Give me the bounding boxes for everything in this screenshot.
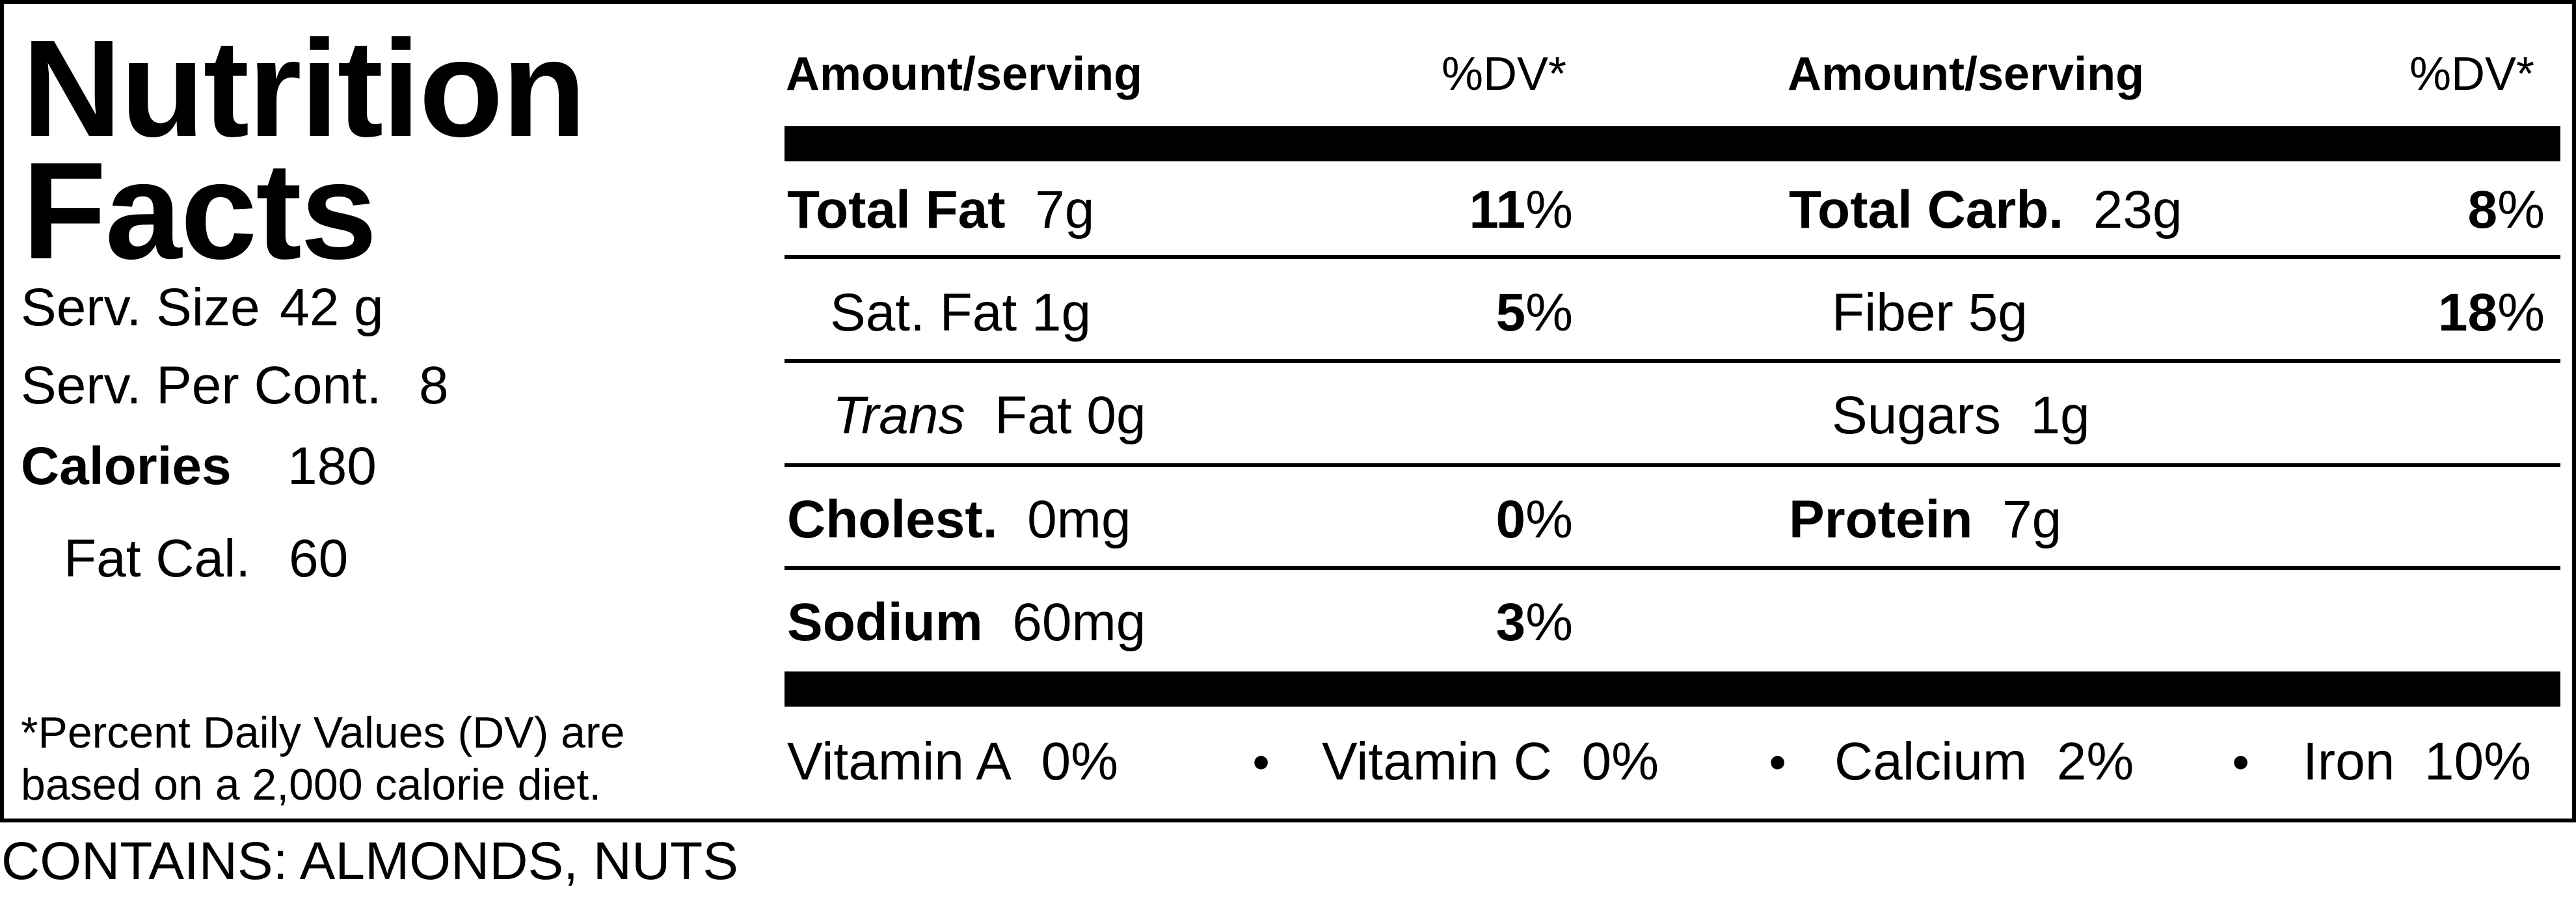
- dv-percent-sign: %: [2497, 283, 2545, 342]
- nutrient-label: Sodium: [787, 593, 983, 652]
- servings-per-container-value: 8: [419, 356, 449, 415]
- daily-value-total-carbohydrate: 8%: [2467, 183, 2545, 237]
- daily-value-sodium: 3%: [1496, 596, 1573, 649]
- nutrient-label: Protein: [1789, 490, 1973, 549]
- nutrient-row-cholesterol: Cholest. 0mg: [787, 493, 1131, 547]
- nutrient-amount: 7g: [2002, 490, 2062, 549]
- nutrient-amount: 60mg: [1012, 593, 1146, 652]
- nutrient-amount: 1g: [1031, 283, 1092, 342]
- vitamin-value: 2%: [2056, 732, 2134, 791]
- nutrient-row-trans-fat: Trans Fat 0g: [833, 389, 1146, 442]
- serving-size-label: Serv. Size: [21, 278, 260, 337]
- right-dv-header: %DV*: [2409, 48, 2535, 100]
- daily-value-cholesterol: 0%: [1496, 493, 1573, 547]
- calories-label: Calories: [21, 437, 232, 496]
- row-divider: [785, 566, 2560, 570]
- bullet-separator: •: [1253, 737, 1270, 789]
- dv-number: 8: [2467, 180, 2498, 239]
- nutrient-label: Cholest.: [787, 490, 998, 549]
- vitamin-a: Vitamin A 0%: [787, 735, 1118, 789]
- bottom-thick-bar: [785, 671, 2560, 707]
- row-divider: [785, 359, 2560, 363]
- right-amount-header: Amount/serving: [1788, 48, 2145, 100]
- footnote-line-1: *Percent Daily Values (DV) are: [21, 708, 625, 757]
- nutrient-row-fiber: Fiber 5g: [1832, 286, 2028, 340]
- dv-number: 5: [1496, 283, 1526, 342]
- title-line-2: Facts: [22, 133, 377, 288]
- dv-number: 11: [1469, 180, 1526, 239]
- vitamin-name: Calcium: [1834, 732, 2028, 791]
- vitamin-name: Vitamin C: [1322, 732, 1552, 791]
- fat-calories-value: 60: [289, 529, 349, 588]
- nutrient-row-protein: Protein 7g: [1789, 493, 2061, 547]
- nutrient-amount: 23g: [2093, 180, 2182, 239]
- daily-value-footnote: *Percent Daily Values (DV) are based on …: [21, 707, 736, 811]
- dv-percent-sign: %: [2497, 180, 2545, 239]
- dv-percent-sign: %: [1525, 490, 1573, 549]
- row-divider: [785, 255, 2560, 259]
- nutrient-label: Sat. Fat: [830, 283, 1017, 342]
- nutrition-label: Nutrition Facts Serv. Size 42 g Serv. Pe…: [0, 0, 2576, 822]
- nutrient-amount: Fat 0g: [995, 386, 1146, 445]
- dv-percent-sign: %: [1525, 180, 1573, 239]
- nutrient-label: Sugars: [1832, 386, 2001, 445]
- calcium: Calcium 2%: [1834, 735, 2134, 789]
- daily-value-fiber: 18%: [2438, 286, 2545, 340]
- dv-number: 3: [1496, 593, 1526, 652]
- allergen-statement: CONTAINS: ALMONDS, NUTS: [1, 832, 738, 891]
- left-amount-header: Amount/serving: [786, 48, 1143, 100]
- iron: Iron 10%: [2303, 735, 2531, 789]
- nutrient-row-total-carbohydrate: Total Carb. 23g: [1789, 183, 2182, 237]
- vitamin-name: Iron: [2303, 732, 2395, 791]
- vitamin-c: Vitamin C 0%: [1322, 735, 1659, 789]
- nutrient-row-sodium: Sodium 60mg: [787, 596, 1146, 649]
- footnote-line-2: based on a 2,000 calorie diet.: [21, 760, 602, 810]
- nutrient-row-total-fat: Total Fat 7g: [787, 183, 1094, 237]
- left-dv-header: %DV*: [1442, 48, 1567, 100]
- daily-value-total-fat: 11%: [1469, 183, 1573, 237]
- dv-number: 18: [2437, 283, 2498, 342]
- nutrient-label: Fiber: [1832, 283, 1953, 342]
- nutrient-row-saturated-fat: Sat. Fat 1g: [830, 286, 1091, 340]
- dv-percent-sign: %: [1525, 283, 1573, 342]
- nutrient-amount: 7g: [1035, 180, 1095, 239]
- bullet-separator: •: [1769, 737, 1786, 789]
- vitamin-name: Vitamin A: [787, 732, 1012, 791]
- nutrient-row-sugars: Sugars 1g: [1832, 389, 2090, 442]
- row-divider: [785, 463, 2560, 467]
- nutrient-amount: 5g: [1968, 283, 2028, 342]
- serving-size-value: 42 g: [280, 278, 384, 337]
- vitamin-value: 10%: [2424, 732, 2532, 791]
- dv-percent-sign: %: [1525, 593, 1573, 652]
- top-thick-bar: [785, 126, 2560, 161]
- nutrient-amount: 0mg: [1027, 490, 1131, 549]
- label-summary-panel: Nutrition Facts Serv. Size 42 g Serv. Pe…: [4, 4, 758, 819]
- nutrient-label: Trans: [833, 386, 965, 445]
- daily-value-saturated-fat: 5%: [1496, 286, 1573, 340]
- bullet-separator: •: [2233, 737, 2249, 789]
- nutrient-label: Total Carb.: [1789, 180, 2064, 239]
- vitamin-value: 0%: [1581, 732, 1659, 791]
- nutrient-amount: 1g: [2030, 386, 2090, 445]
- calories-value: 180: [288, 437, 377, 496]
- title-line-1: Nutrition: [22, 11, 586, 165]
- servings-per-container-label: Serv. Per Cont.: [21, 356, 382, 415]
- fat-calories-label: Fat Cal.: [64, 529, 251, 588]
- dv-number: 0: [1496, 490, 1526, 549]
- nutrient-label: Total Fat: [787, 180, 1006, 239]
- vitamin-value: 0%: [1041, 732, 1118, 791]
